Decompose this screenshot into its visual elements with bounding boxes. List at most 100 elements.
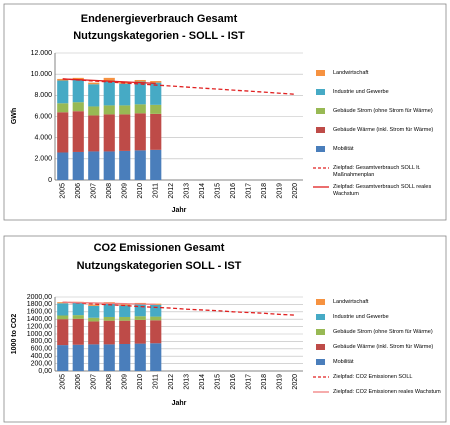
- legend-label: Gebäude Strom (ohne Strom für Wärme): [333, 329, 433, 335]
- y-tick-label: 200,00: [31, 360, 53, 367]
- bar-segment: [72, 318, 84, 345]
- legend-label: Zielpfad: Gesamtverbrauch SOLL reales Wa…: [333, 184, 432, 197]
- x-tick-label: 2010: [137, 374, 144, 390]
- bar-segment: [72, 77, 84, 80]
- bar-segment: [150, 149, 162, 180]
- x-tick-label: 2012: [168, 183, 175, 199]
- x-axis-label: Jahr: [172, 400, 187, 407]
- bar-segment: [103, 320, 115, 345]
- y-axis-label: 1000 to CO2: [11, 314, 18, 355]
- bar-segment: [134, 79, 146, 82]
- bar-segment: [119, 316, 131, 321]
- bar-segment: [119, 105, 131, 115]
- y-tick-label: 0: [48, 177, 52, 184]
- bar-segment: [72, 151, 84, 180]
- x-tick-label: 2013: [184, 183, 191, 199]
- bar-segment: [88, 344, 100, 371]
- bar-segment: [57, 152, 69, 180]
- x-tick-label: 2012: [168, 374, 175, 390]
- y-axis-label: GWh: [11, 108, 18, 124]
- chart-subtitle: Nutzungskategorien - SOLL - IST: [73, 30, 245, 42]
- bar-segment: [88, 304, 100, 306]
- legend-label: Zielpfad: CO2 Emissionen SOLL: [333, 374, 413, 380]
- y-tick-label: 600,00: [31, 346, 53, 353]
- y-tick-label: 1200,00: [27, 323, 52, 330]
- legend-swatch: [316, 314, 325, 320]
- bar-segment: [103, 114, 115, 152]
- legend-swatch: [316, 344, 325, 350]
- bar-segment: [57, 78, 69, 81]
- legend-label: Gebäude Wärme (inkl. Strom für Wärme): [333, 127, 434, 133]
- x-tick-label: 2005: [60, 183, 67, 199]
- legend-label: Gebäude Strom (ohne Strom für Wärme): [333, 108, 433, 114]
- y-tick-label: 1800,00: [27, 301, 52, 308]
- y-tick-label: 1000,00: [27, 331, 52, 338]
- bar-segment: [150, 304, 162, 317]
- x-tick-label: 2011: [153, 374, 160, 389]
- bar-segment: [57, 345, 69, 371]
- bar-segment: [150, 320, 162, 344]
- y-tick-label: 2.000: [34, 156, 52, 163]
- bar-segment: [103, 80, 115, 106]
- y-tick-label: 800,00: [31, 338, 53, 345]
- x-tick-label: 2010: [137, 183, 144, 199]
- line-series: [62, 78, 156, 85]
- legend-swatch: [316, 146, 325, 152]
- y-tick-label: 1600,00: [27, 309, 52, 316]
- bar-segment: [88, 115, 100, 152]
- bar-segment: [134, 316, 146, 320]
- legend-swatch: [316, 127, 325, 133]
- legend-swatch: [316, 70, 325, 76]
- bar-segment: [103, 77, 115, 81]
- bar-segment: [150, 316, 162, 321]
- bar-segment: [150, 113, 162, 150]
- x-tick-label: 2016: [230, 374, 237, 390]
- bar-segment: [57, 112, 69, 153]
- y-tick-label: 0,00: [38, 368, 52, 375]
- legend-swatch: [316, 359, 325, 365]
- bar-segment: [134, 113, 146, 151]
- bar-segment: [88, 84, 100, 107]
- bar-segment: [119, 114, 131, 151]
- bar-segment: [88, 151, 100, 180]
- bar-segment: [57, 103, 69, 113]
- legend-label: Landwirtschaft: [333, 299, 369, 305]
- x-axis-label: Jahr: [172, 207, 187, 214]
- chart-title: CO2 Emissionen Gesamt: [94, 242, 225, 254]
- x-tick-label: 2008: [106, 374, 113, 390]
- x-tick-label: 2015: [215, 183, 222, 199]
- y-tick-label: 6.000: [34, 113, 52, 120]
- legend-label: Industrie und Gewerbe: [333, 89, 389, 95]
- x-tick-label: 2017: [246, 183, 253, 199]
- legend-swatch: [316, 89, 325, 95]
- x-tick-label: 2009: [122, 183, 129, 199]
- x-tick-label: 2020: [292, 183, 299, 199]
- bar-segment: [88, 305, 100, 318]
- y-tick-label: 1400,00: [27, 316, 52, 323]
- bar-segment: [72, 302, 84, 316]
- x-tick-label: 2014: [199, 183, 206, 199]
- bar-segment: [150, 343, 162, 371]
- x-tick-label: 2007: [91, 374, 98, 390]
- bar-segment: [150, 81, 162, 83]
- legend-label: Zielpfad: Gesamtverbrauch SOLL lt. Maßna…: [333, 165, 421, 178]
- bar-segment: [134, 304, 146, 317]
- x-tick-label: 2006: [75, 183, 82, 199]
- bar-segment: [72, 344, 84, 371]
- x-tick-label: 2017: [246, 374, 253, 390]
- chart-title: Endenergieverbrauch Gesamt: [81, 13, 238, 25]
- y-tick-label: 8.000: [34, 92, 52, 99]
- bar-segment: [134, 150, 146, 180]
- y-tick-label: 4.000: [34, 135, 52, 142]
- bar-segment: [72, 111, 84, 152]
- bar-segment: [119, 150, 131, 180]
- bar-segment: [57, 80, 69, 104]
- bar-segment: [134, 319, 146, 344]
- bar-segment: [103, 344, 115, 371]
- bar-segment: [72, 315, 84, 319]
- legend-label: Industrie und Gewerbe: [333, 314, 389, 320]
- x-tick-label: 2011: [153, 183, 160, 198]
- y-tick-label: 10.000: [31, 71, 53, 78]
